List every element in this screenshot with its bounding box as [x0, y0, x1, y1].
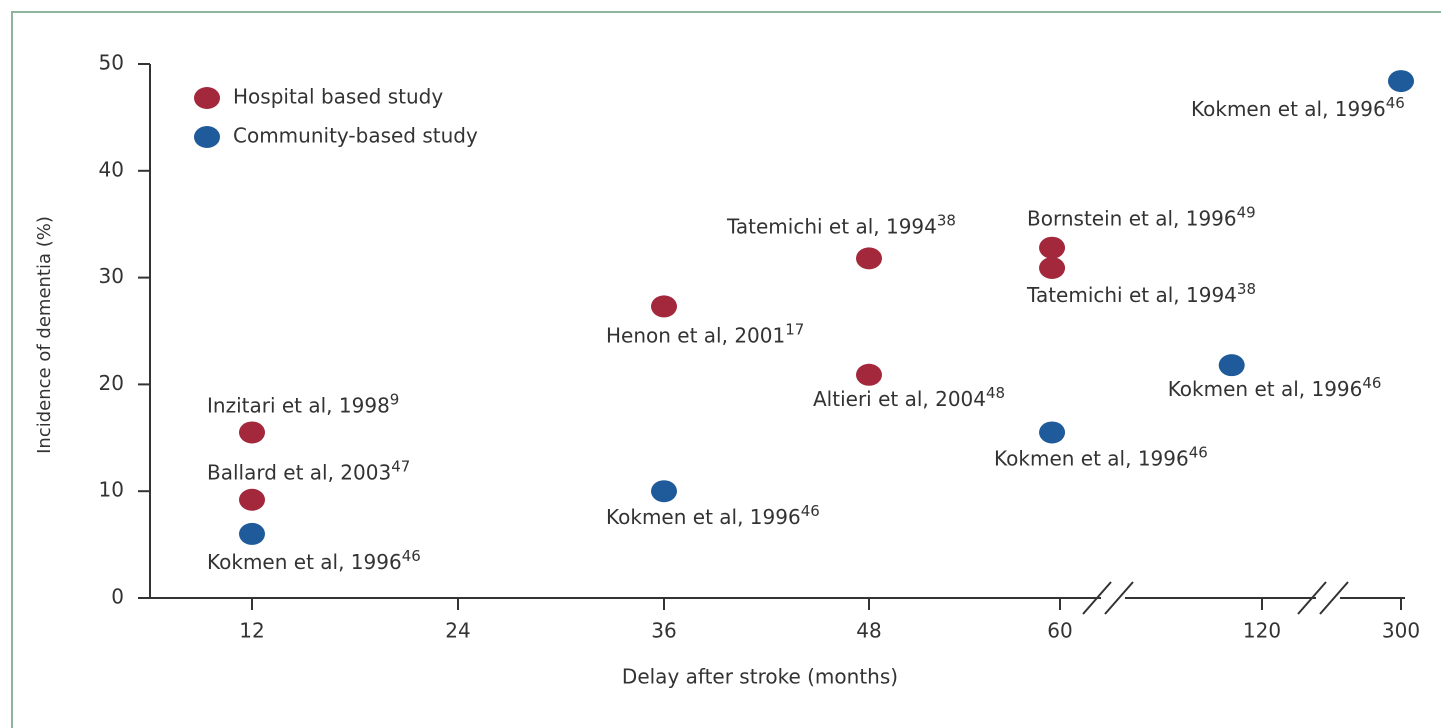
point-label-ref: 9 — [390, 390, 400, 408]
point-label-text: Bornstein et al, 1996 — [1027, 206, 1237, 230]
point — [856, 247, 882, 270]
legend-marker — [194, 126, 220, 148]
x-tick-label: 300 — [1382, 619, 1420, 643]
y-tick-label: 20 — [99, 371, 124, 395]
point-label: Tatemichi et al, 199438 — [726, 211, 956, 238]
point-label: Kokmen et al, 199646 — [1168, 374, 1382, 401]
point-label-text: Kokmen et al, 1996 — [207, 549, 402, 573]
point-label-text: Kokmen et al, 1996 — [1168, 377, 1363, 401]
point-label-text: Inzitari et al, 1998 — [207, 393, 390, 417]
point-label-text: Kokmen et al, 1996 — [994, 446, 1189, 470]
point-label: Ballard et al, 200347 — [207, 457, 410, 484]
axis-break-gap — [1101, 592, 1125, 604]
point-label-ref: 46 — [1362, 374, 1381, 392]
point-label-ref: 46 — [1189, 443, 1208, 461]
point-label: Kokmen et al, 199646 — [207, 546, 421, 573]
point-label-ref: 46 — [402, 546, 421, 564]
x-tick-label: 36 — [651, 619, 676, 643]
axis-break-gap — [1316, 592, 1340, 604]
y-tick-label: 0 — [111, 585, 124, 609]
point — [856, 363, 882, 386]
point — [651, 480, 677, 503]
x-tick-label: 48 — [856, 619, 881, 643]
y-tick-label: 30 — [99, 264, 124, 288]
point — [1039, 421, 1066, 444]
point-label: Henon et al, 200117 — [606, 320, 804, 347]
point-label-ref: 46 — [801, 502, 820, 520]
point-label-ref: 47 — [391, 457, 410, 475]
y-axis-label: Incidence of dementia (%) — [34, 216, 55, 454]
point-label: Inzitari et al, 19989 — [207, 390, 399, 417]
point-label: Bornstein et al, 199649 — [1027, 203, 1256, 230]
point — [1218, 354, 1245, 377]
point — [239, 522, 265, 545]
point-label: Kokmen et al, 199646 — [606, 502, 820, 529]
point-label-ref: 48 — [986, 383, 1005, 401]
point-label-text: Kokmen et al, 1996 — [606, 505, 801, 529]
point-label-text: Kokmen et al, 1996 — [1191, 97, 1386, 121]
point — [239, 488, 265, 511]
point-label-text: Tatemichi et al, 1994 — [1026, 282, 1237, 306]
point-label: Kokmen et al, 199646 — [1191, 94, 1405, 121]
axis-break — [1297, 581, 1349, 615]
legend-marker — [194, 87, 220, 109]
y-tick-label: 50 — [99, 51, 124, 75]
x-tick-label: 12 — [239, 619, 264, 643]
point — [651, 295, 677, 318]
y-tick-label: 40 — [99, 157, 124, 181]
point-label-ref: 46 — [1386, 94, 1405, 112]
y-tick-label: 10 — [99, 478, 124, 502]
legend-label: Community-based study — [233, 124, 478, 148]
point-label-ref: 38 — [1237, 279, 1256, 297]
point-label-ref: 38 — [937, 211, 956, 229]
point-label-ref: 49 — [1237, 203, 1256, 221]
point — [239, 421, 265, 444]
point-label-text: Henon et al, 2001 — [606, 323, 785, 347]
point-label-text: Altieri et al, 2004 — [813, 386, 986, 410]
point-label-text: Tatemichi et al, 1994 — [726, 214, 937, 238]
x-tick-label: 60 — [1047, 619, 1072, 643]
point — [1388, 70, 1414, 93]
point-label-ref: 17 — [785, 320, 804, 338]
x-axis-label: Delay after stroke (months) — [622, 665, 898, 689]
point — [1039, 256, 1066, 279]
axis-break — [1082, 581, 1134, 615]
point-label: Altieri et al, 200448 — [813, 383, 1005, 410]
legend-label: Hospital based study — [233, 85, 443, 109]
point-label: Kokmen et al, 199646 — [994, 443, 1208, 470]
x-tick-label: 24 — [445, 619, 470, 643]
point-label: Tatemichi et al, 199438 — [1026, 279, 1256, 306]
frame — [11, 11, 1441, 728]
point-label-text: Ballard et al, 2003 — [207, 460, 391, 484]
point — [1039, 236, 1066, 259]
x-tick-label: 120 — [1243, 619, 1281, 643]
